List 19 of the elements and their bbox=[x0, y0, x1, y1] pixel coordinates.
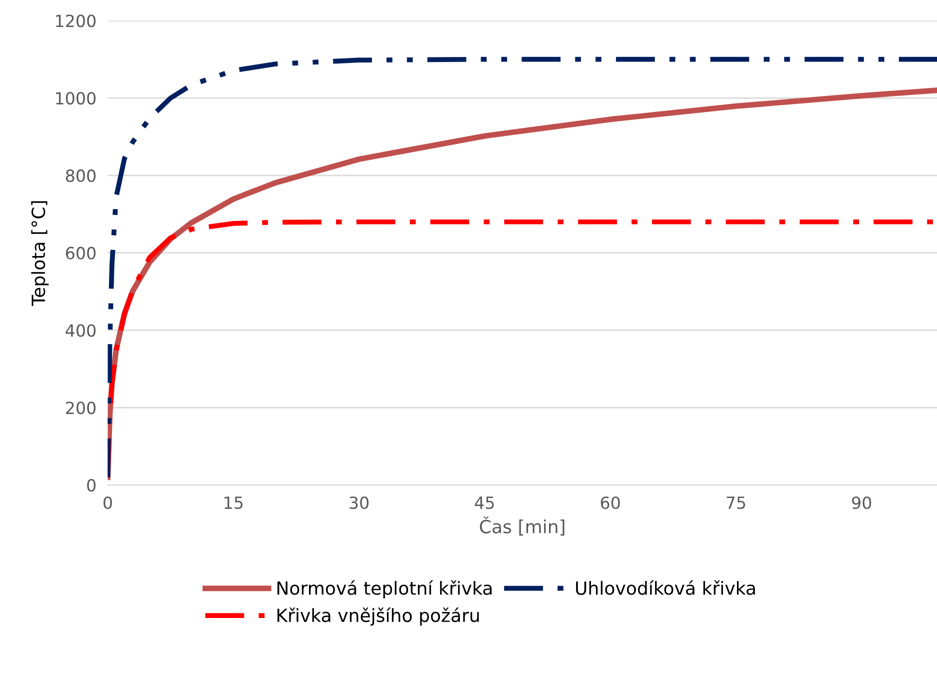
x-tick-label: 75 bbox=[726, 496, 746, 510]
x-tick-label: 15 bbox=[224, 496, 243, 510]
legend-label: Uhlovodíková křivka bbox=[576, 580, 755, 595]
legend-label: Normová teplotní křivka bbox=[277, 580, 492, 598]
y-tick-label: 400 bbox=[66, 324, 96, 337]
x-axis-title: Čas [min] bbox=[480, 516, 564, 536]
y-tick-label: 600 bbox=[66, 246, 96, 260]
x-tick-label: 0 bbox=[104, 496, 112, 510]
x-tick-label: 60 bbox=[600, 496, 620, 510]
x-tick-label: 45 bbox=[474, 496, 494, 510]
y-tick-label: 0 bbox=[87, 479, 96, 492]
y-tick-label: 800 bbox=[66, 169, 96, 182]
x-tick-label: 90 bbox=[852, 496, 872, 510]
x-tick-label: 30 bbox=[350, 496, 369, 510]
y-tick-label: 1000 bbox=[56, 92, 96, 105]
y-tick-label: 1200 bbox=[56, 14, 96, 28]
y-tick-label: 200 bbox=[66, 402, 96, 414]
y-axis-title: Teplota [°C] bbox=[31, 201, 49, 306]
legend-label: Křivka vnějšího požáru bbox=[277, 607, 479, 626]
